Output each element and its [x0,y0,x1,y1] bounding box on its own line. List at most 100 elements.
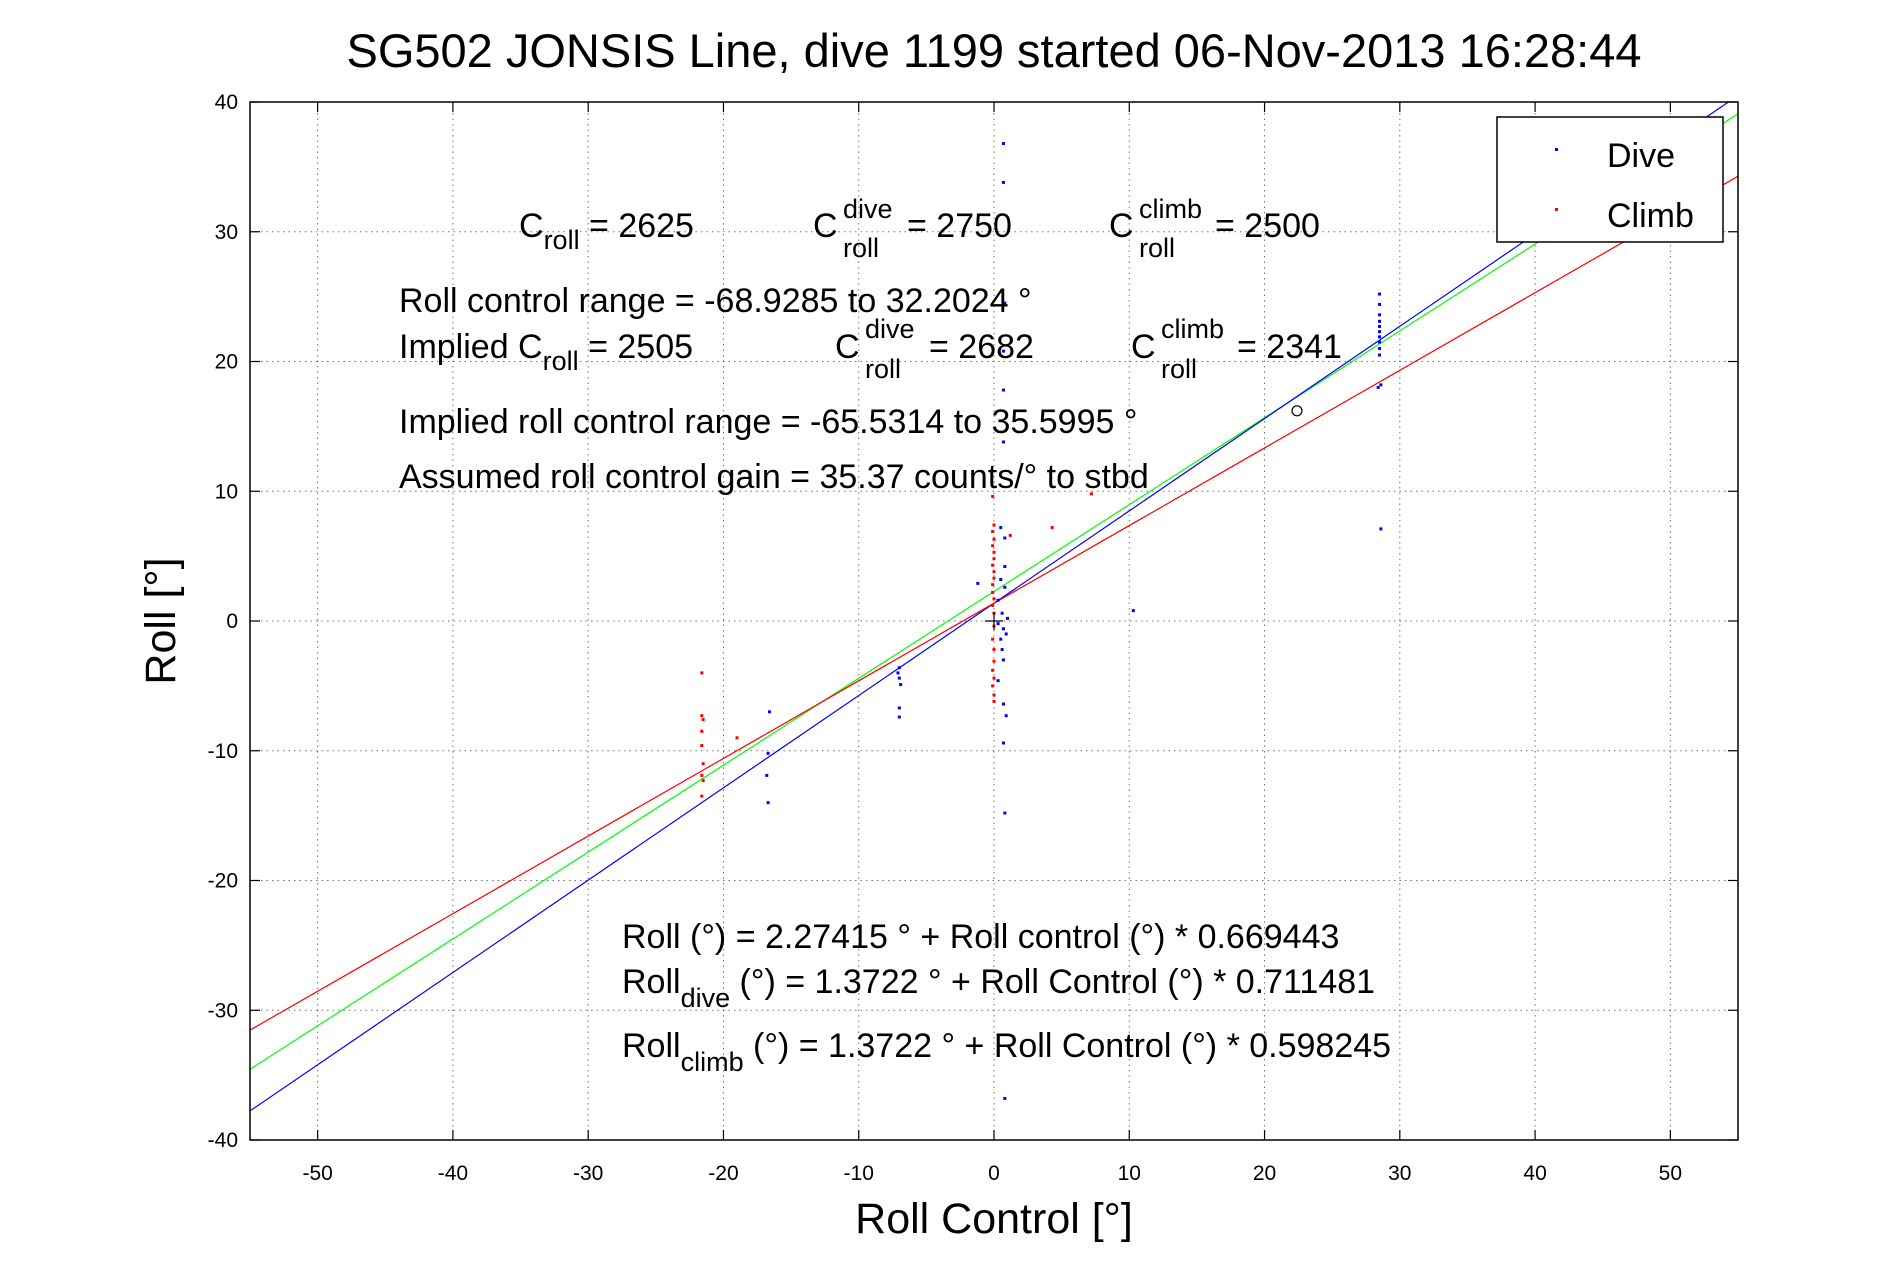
svg-text:= 2750: = 2750 [907,207,1012,245]
climb-point [701,762,705,766]
y-tick-label: -10 [208,740,238,763]
dive-point [1378,330,1382,334]
y-tick-label: -20 [208,870,238,893]
implied-c-roll-climb-annotation: C climb roll = 2341 [1131,314,1342,384]
climb-point [1089,492,1093,496]
climb-point [700,714,704,718]
dive-point [999,577,1003,581]
implied-range-annotation: Implied roll control range = -65.5314 to… [399,403,1137,441]
c-roll-annotation: Croll = 2625 [519,207,694,255]
dive-point [897,676,901,680]
legend-marker-climb [1555,208,1558,211]
climb-point [991,590,995,594]
climb-point [1008,533,1012,537]
climb-point [992,523,996,527]
svg-text:C: C [1109,207,1134,245]
climb-point [991,684,995,688]
dive-point [1003,565,1007,569]
climb-point [992,550,996,554]
legend-label-dive: Dive [1607,137,1675,175]
svg-text:climb: climb [1139,194,1202,224]
climb-point [700,671,704,675]
dive-point [1378,292,1382,296]
x-tick-label: 50 [1659,1162,1682,1185]
climb-point [992,693,996,697]
dive-point [1004,714,1008,718]
x-tick-label: -20 [708,1162,738,1185]
x-tick-label: -40 [438,1162,468,1185]
climb-point [991,637,995,641]
dive-point [999,526,1003,530]
dive-point [1001,627,1005,631]
y-tick-label: 0 [226,610,238,633]
svg-text:climb: climb [1161,314,1224,344]
svg-text:Implied Croll = 2505: Implied Croll = 2505 [399,328,693,376]
dive-point [767,710,771,714]
legend: Dive Climb [1496,116,1724,243]
y-tick-label: -30 [208,999,238,1022]
c-roll-dive-annotation: C dive roll = 2750 [813,194,1012,263]
x-tick-label: -10 [844,1162,874,1185]
y-tick-label: -40 [208,1129,238,1152]
dive-point [899,683,903,687]
dive-point [1378,324,1382,328]
climb-point [992,537,996,541]
climb-point [992,659,996,663]
climb-point [991,563,995,567]
climb-point [992,597,996,601]
climb-point [992,576,996,580]
dive-point [1003,585,1007,589]
x-axis-label: Roll Control [°] [855,1195,1133,1243]
climb-point [991,603,995,607]
climb-point [992,676,996,680]
gain-annotation: Assumed roll control gain = 35.37 counts… [399,458,1149,496]
x-tick-label: 20 [1253,1162,1276,1185]
climb-point [991,529,995,533]
y-tick-label: 30 [215,221,238,244]
legend-label-climb: Climb [1607,197,1694,235]
x-tick-label: 10 [1118,1162,1141,1185]
climb-point [992,570,996,574]
implied-c-roll-annotation: Implied Croll = 2505 [399,328,693,376]
dive-point [1379,383,1383,387]
legend-marker-dive [1555,148,1558,151]
climb-point [701,718,705,722]
equation-roll-dive: Rolldive (°) = 1.3722 ° + Roll Control (… [622,963,1375,1013]
climb-point [700,794,704,798]
dive-point [766,801,770,805]
climb-point [700,773,704,777]
equation-roll-climb: Rollclimb (°) = 1.3722 ° + Roll Control … [622,1027,1391,1077]
svg-text:dive: dive [843,194,893,224]
dive-point [897,666,901,670]
dive-point [1001,388,1005,392]
dive-point [1001,702,1005,706]
y-axis-label: Roll [°] [137,557,185,684]
x-tick-label: 0 [988,1162,1000,1185]
dive-point [1001,349,1005,353]
equation-roll: Roll (°) = 2.27415 ° + Roll control (°) … [622,918,1339,956]
svg-text:= 2341: = 2341 [1237,328,1342,366]
climb-point [700,729,704,733]
dive-point [1001,142,1005,146]
dive-point [1378,347,1382,351]
dive-point [1378,353,1382,357]
chart-title: SG502 JONSIS Line, dive 1199 started 06-… [346,24,1641,77]
dive-point [1003,1096,1007,1100]
dive-point [1000,611,1004,615]
dive-point [1001,741,1005,745]
dive-point [1378,340,1382,344]
dive-point [1003,301,1007,305]
climb-point [992,557,996,561]
x-tick-label: 40 [1523,1162,1546,1185]
svg-text:C: C [835,328,860,366]
y-tick-label: 10 [215,480,238,503]
axis-ticks: -50 -40 -30 -20 -10 0 10 20 30 40 50 -40 -30 -20 -10 0 1… [208,91,1738,1185]
dive-point [1003,536,1007,540]
roll-control-range-annotation: Roll control range = -68.9285 to 32.2024… [399,282,1032,320]
open-circle-marker [1291,405,1303,417]
dive-point [1001,440,1005,444]
climb-point [991,668,995,672]
y-tick-label: 40 [215,91,238,114]
fit-line [250,175,1738,1031]
